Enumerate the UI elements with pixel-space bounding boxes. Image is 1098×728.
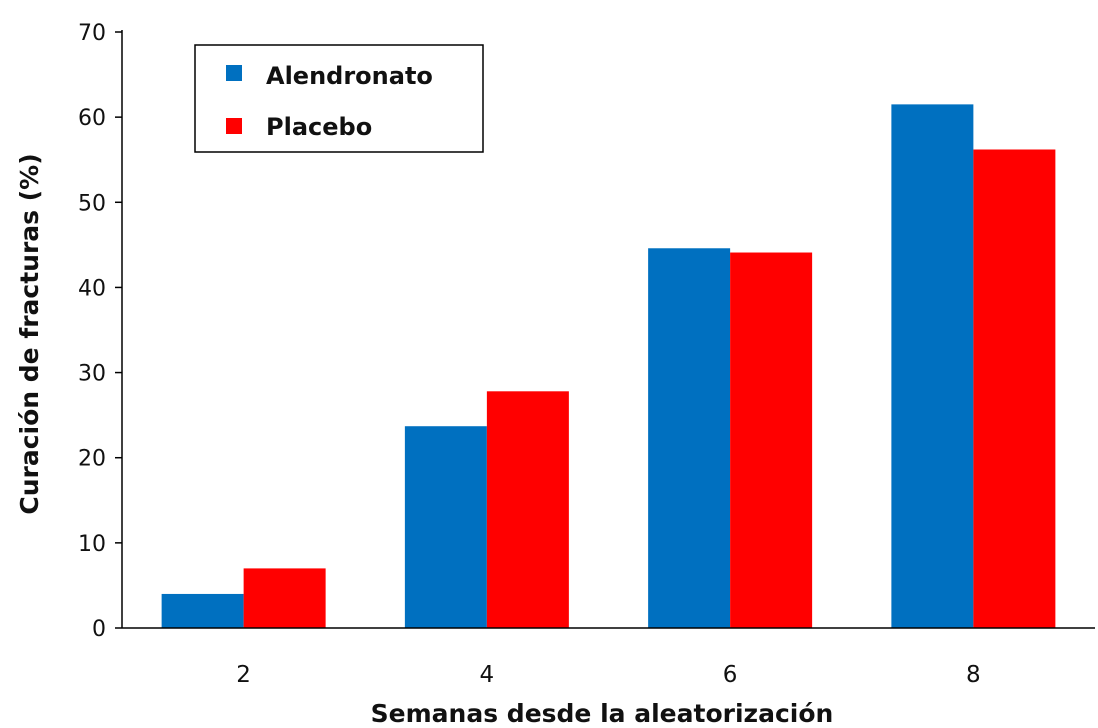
bar-alendronato-8 xyxy=(891,104,974,628)
x-tick-label: 8 xyxy=(966,662,981,688)
y-tick-label: 50 xyxy=(78,191,106,216)
legend-swatch-placebo xyxy=(226,118,242,134)
y-axis-ticks: 0 10 20 30 40 50 60 70 xyxy=(78,21,122,642)
legend-swatch-alendronato xyxy=(226,65,242,81)
legend-label-placebo: Placebo xyxy=(266,113,372,141)
legend: Alendronato Placebo xyxy=(194,44,484,153)
x-tick-label: 6 xyxy=(723,662,738,688)
y-tick-label: 20 xyxy=(78,447,106,472)
x-tick-label: 2 xyxy=(236,662,251,688)
bar-alendronato-2 xyxy=(161,593,244,628)
y-tick-label: 10 xyxy=(78,532,106,557)
bar-placebo-4 xyxy=(486,391,569,628)
y-tick-label: 60 xyxy=(78,106,106,131)
x-axis-ticks: 2 4 6 8 xyxy=(236,662,980,688)
legend-box xyxy=(194,44,484,153)
legend-label-alendronato: Alendronato xyxy=(266,62,433,90)
y-axis-label: Curación de fracturas (%) xyxy=(15,153,44,514)
y-tick-label: 70 xyxy=(78,21,106,46)
bar-placebo-8 xyxy=(973,149,1056,629)
bars xyxy=(161,104,1056,629)
bar-placebo-6 xyxy=(730,252,813,628)
y-tick-label: 40 xyxy=(78,276,106,301)
x-axis-label: Semanas desde la aleatorización xyxy=(371,699,834,724)
bar-alendronato-4 xyxy=(404,426,487,628)
bar-alendronato-6 xyxy=(648,248,731,628)
y-tick-label: 0 xyxy=(92,617,106,642)
x-tick-label: 4 xyxy=(480,662,495,688)
y-tick-label: 30 xyxy=(78,362,106,387)
bar-placebo-2 xyxy=(243,568,326,628)
